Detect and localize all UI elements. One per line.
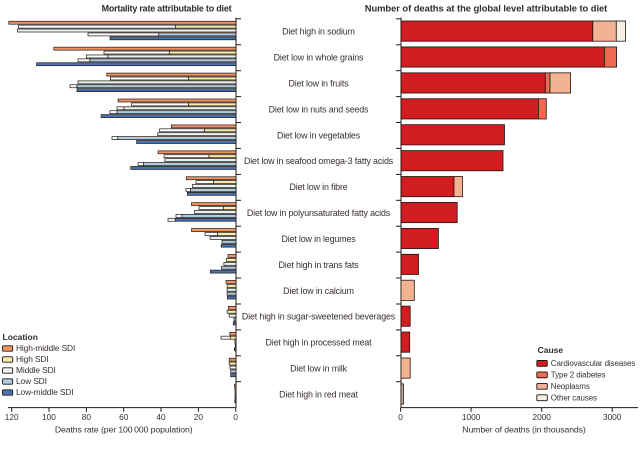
svg-text:20: 20 bbox=[194, 412, 204, 422]
svg-text:High-middle SDI: High-middle SDI bbox=[16, 343, 75, 353]
svg-text:Diet low in nuts and seeds: Diet low in nuts and seeds bbox=[269, 104, 369, 114]
svg-text:2000: 2000 bbox=[532, 412, 551, 422]
svg-text:Low SDI: Low SDI bbox=[16, 376, 47, 386]
svg-text:Middle SDI: Middle SDI bbox=[16, 365, 56, 375]
svg-text:Cardiovascular diseases: Cardiovascular diseases bbox=[551, 359, 636, 368]
svg-text:0: 0 bbox=[233, 412, 238, 422]
svg-text:Diet high in trans fats: Diet high in trans fats bbox=[279, 260, 360, 270]
svg-text:Number of deaths (in thousands: Number of deaths (in thousands) bbox=[462, 425, 586, 435]
svg-text:Diet low in seafood omega-3 fa: Diet low in seafood omega-3 fatty acids bbox=[244, 156, 394, 166]
svg-text:120: 120 bbox=[5, 412, 19, 422]
svg-text:Diet low in vegetables: Diet low in vegetables bbox=[277, 130, 361, 140]
svg-text:Neoplasms: Neoplasms bbox=[551, 382, 590, 391]
svg-text:Diet low in polyunsaturated fa: Diet low in polyunsaturated fatty acids bbox=[247, 208, 391, 218]
svg-text:3000: 3000 bbox=[603, 412, 622, 422]
svg-text:Diet high in red meat: Diet high in red meat bbox=[279, 390, 358, 400]
svg-text:Location: Location bbox=[3, 332, 38, 342]
svg-text:Deaths rate (per 100 000 popul: Deaths rate (per 100 000 population) bbox=[55, 425, 193, 435]
svg-text:Diet low in calcium: Diet low in calcium bbox=[283, 286, 354, 296]
svg-text:40: 40 bbox=[156, 412, 166, 422]
svg-text:Cause: Cause bbox=[538, 345, 564, 355]
svg-text:60: 60 bbox=[119, 412, 129, 422]
svg-text:Diet low in whole grains: Diet low in whole grains bbox=[274, 53, 364, 63]
svg-text:Type 2 diabetes: Type 2 diabetes bbox=[551, 371, 606, 380]
svg-text:High SDI: High SDI bbox=[16, 354, 49, 364]
svg-text:Mortality rate attributable to: Mortality rate attributable to diet bbox=[102, 4, 232, 14]
svg-text:Number of deaths at the global: Number of deaths at the global level att… bbox=[365, 3, 608, 14]
svg-text:Diet low in milk: Diet low in milk bbox=[290, 364, 347, 374]
svg-text:Low-middle SDI: Low-middle SDI bbox=[16, 387, 73, 397]
svg-text:Diet high in processed meat: Diet high in processed meat bbox=[266, 338, 373, 348]
svg-text:Diet high in sugar-sweetened b: Diet high in sugar-sweetened beverages bbox=[242, 312, 396, 322]
svg-text:80: 80 bbox=[82, 412, 92, 422]
svg-text:Diet low in fruits: Diet low in fruits bbox=[289, 78, 350, 88]
svg-text:0: 0 bbox=[398, 412, 403, 422]
svg-text:1000: 1000 bbox=[462, 412, 481, 422]
svg-text:Diet high in sodium: Diet high in sodium bbox=[282, 27, 355, 37]
svg-text:Other causes: Other causes bbox=[551, 394, 597, 403]
svg-text:Diet low in fibre: Diet low in fibre bbox=[289, 182, 347, 192]
svg-text:100: 100 bbox=[42, 412, 56, 422]
svg-text:Diet low in legumes: Diet low in legumes bbox=[281, 234, 356, 244]
